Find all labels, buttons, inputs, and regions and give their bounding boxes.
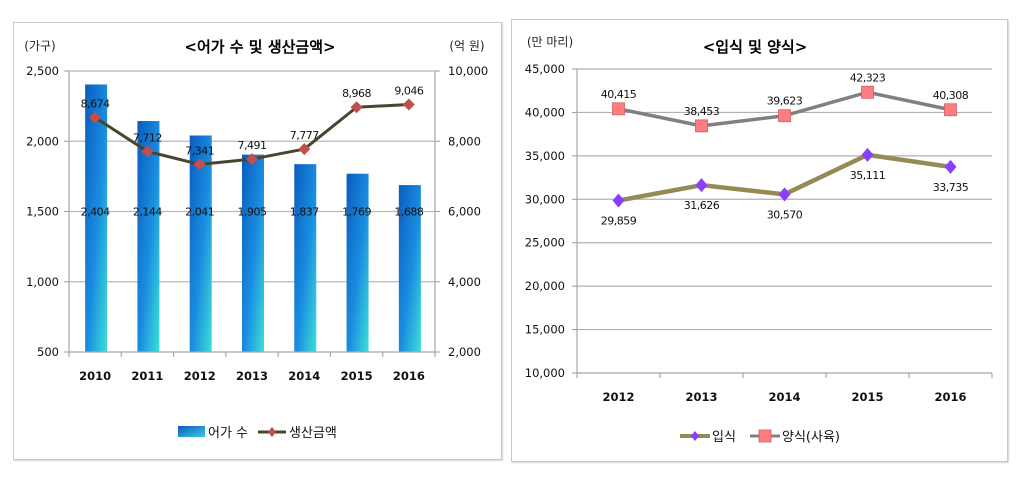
marker-stocking: [861, 147, 874, 162]
marker-production: [246, 153, 258, 166]
y-right-tick-label: 4,000: [448, 275, 481, 289]
x-tick-label: 2016: [393, 369, 425, 383]
legend-label-production: 생산금액: [289, 426, 337, 441]
marker-stocking: [612, 193, 625, 208]
chart1-left-axis-unit: (가구): [24, 39, 55, 53]
marker-farming: [612, 102, 625, 116]
marker-production: [350, 101, 363, 114]
y-right-tick-label: 2,000: [448, 345, 481, 359]
line-value-label: 9,046: [394, 85, 423, 98]
stocking-value-label: 35,111: [850, 169, 886, 182]
x-tick-label: 2012: [602, 390, 634, 404]
chart-panel-stocking-farming: [511, 19, 1008, 462]
bar-households: [346, 173, 369, 352]
farming-value-label: 42,323: [850, 71, 886, 84]
bar-value-label: 1,837: [290, 206, 319, 219]
legend-marker-production: [268, 427, 276, 437]
y-tick-label: 45,000: [525, 62, 565, 76]
y-right-tick-label: 10,000: [448, 64, 488, 78]
y-left-tick-label: 1,500: [26, 205, 59, 219]
line-value-label: 7,777: [290, 129, 319, 142]
y-left-tick-label: 500: [37, 345, 59, 359]
bar-households: [294, 164, 317, 352]
stocking-value-label: 31,626: [684, 199, 720, 212]
legend-marker-stocking: [691, 431, 699, 441]
marker-farming: [944, 103, 957, 117]
farming-value-label: 40,308: [933, 89, 969, 102]
bar-households: [398, 185, 421, 352]
x-tick-label: 2016: [934, 390, 966, 404]
x-tick-label: 2012: [184, 369, 216, 383]
y-tick-label: 40,000: [525, 105, 565, 119]
stocking-value-label: 29,859: [601, 215, 637, 228]
bar-households: [242, 154, 264, 352]
y-left-tick-label: 1,000: [26, 275, 59, 289]
marker-farming: [778, 109, 791, 123]
y-tick-label: 15,000: [525, 323, 565, 337]
x-tick-label: 2013: [685, 390, 717, 404]
chart1-right-axis-unit: (억 원): [449, 39, 484, 53]
legend-marker-farming: [758, 429, 772, 443]
marker-stocking: [778, 187, 791, 202]
bar-households: [85, 84, 108, 352]
y-tick-label: 35,000: [525, 149, 565, 163]
y-left-tick-label: 2,500: [26, 64, 59, 78]
y-tick-label: 10,000: [525, 366, 565, 380]
legend-label-stocking: 입식: [712, 430, 736, 445]
bar-households: [137, 121, 160, 352]
chart2-axis-unit: (만 마리): [527, 35, 573, 49]
line-value-label: 7,341: [185, 144, 214, 157]
x-tick-label: 2015: [341, 369, 373, 383]
bar-households: [189, 135, 212, 352]
marker-farming: [695, 119, 708, 133]
line-value-label: 7,491: [238, 139, 267, 152]
marker-production: [402, 98, 415, 111]
y-tick-label: 25,000: [525, 236, 565, 250]
y-tick-label: 20,000: [525, 279, 565, 293]
x-tick-label: 2015: [851, 390, 883, 404]
legend-swatch-households: [178, 426, 205, 437]
x-tick-label: 2010: [79, 369, 111, 383]
y-left-tick-label: 2,000: [26, 134, 59, 148]
stocking-value-label: 33,735: [933, 181, 969, 194]
bar-value-label: 2,041: [185, 206, 214, 219]
x-tick-label: 2011: [131, 369, 163, 383]
x-tick-label: 2014: [768, 390, 800, 404]
marker-farming: [861, 85, 874, 99]
farming-value-label: 40,415: [601, 88, 637, 101]
marker-stocking: [695, 178, 708, 193]
bar-value-label: 1,905: [238, 206, 267, 219]
line-value-label: 8,968: [342, 87, 371, 100]
stocking-value-label: 30,570: [767, 208, 803, 221]
bar-value-label: 1,688: [394, 206, 423, 219]
chart2-title: <입식 및 양식>: [703, 38, 808, 56]
farming-value-label: 38,453: [684, 105, 720, 118]
marker-production: [298, 143, 311, 156]
line-value-label: 8,674: [81, 98, 110, 111]
bar-value-label: 1,769: [342, 206, 371, 219]
chart1-title: <어가 수 및 생산금액>: [184, 38, 335, 56]
bar-value-label: 2,404: [81, 206, 110, 219]
marker-stocking: [944, 159, 957, 174]
y-tick-label: 30,000: [525, 192, 565, 206]
y-right-tick-label: 8,000: [448, 134, 481, 148]
farming-value-label: 39,623: [767, 95, 803, 108]
y-right-tick-label: 6,000: [448, 205, 481, 219]
bar-value-label: 2,144: [133, 206, 162, 219]
marker-production: [193, 158, 206, 171]
marker-production: [89, 111, 102, 124]
x-tick-label: 2014: [288, 369, 320, 383]
legend-label-farming: 양식(사육): [782, 430, 840, 445]
x-tick-label: 2013: [236, 369, 268, 383]
marker-production: [141, 145, 154, 158]
legend-label-households: 어가 수: [208, 426, 248, 441]
line-value-label: 7,712: [133, 131, 162, 144]
